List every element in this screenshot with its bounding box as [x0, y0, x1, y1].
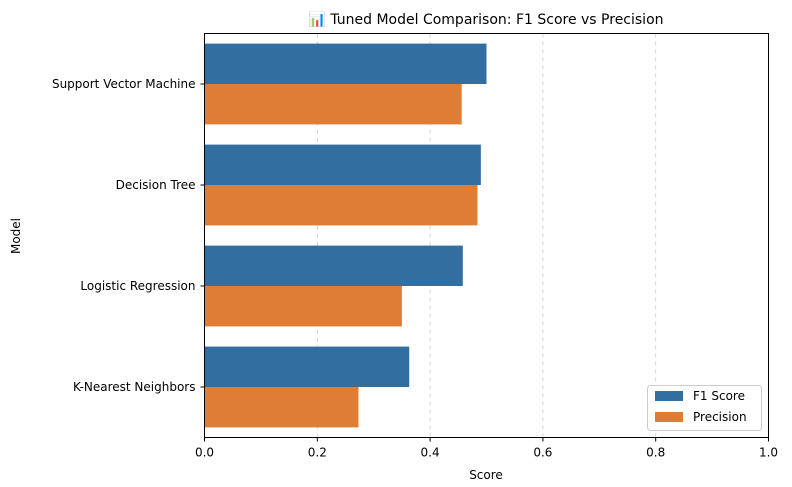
bar-precision-logistic-regression — [204, 286, 402, 327]
x-tick-label: 0.8 — [646, 446, 665, 460]
legend-label-precision: Precision — [693, 410, 747, 424]
y-tick-label: Support Vector Machine — [52, 77, 196, 91]
x-tick-label: 0.0 — [195, 446, 214, 460]
x-tick-label: 0.6 — [533, 446, 552, 460]
bar-f1-score-decision-tree — [204, 144, 481, 185]
bar-f1-score-logistic-regression — [204, 245, 463, 286]
y-tick-label: K-Nearest Neighbors — [73, 380, 196, 394]
bar-f1-score-support-vector-machine — [204, 43, 487, 84]
y-tick-label: Decision Tree — [116, 178, 196, 192]
x-ticks: 0.0 0.2 0.4 0.6 0.8 1.0 — [195, 437, 778, 460]
plot-frame — [204, 33, 769, 438]
x-tick-label: 0.2 — [308, 446, 327, 460]
y-tick-label: Logistic Regression — [80, 279, 195, 293]
legend-label-f1-score: F1 Score — [693, 389, 745, 403]
y-axis-label: Model — [9, 218, 23, 254]
bars — [204, 43, 487, 428]
bar-precision-k-nearest-neighbors — [204, 387, 359, 428]
bar-precision-decision-tree — [204, 185, 478, 226]
chart-title: 📊 Tuned Model Comparison: F1 Score vs Pr… — [308, 11, 663, 28]
bar-precision-support-vector-machine — [204, 84, 462, 125]
x-tick-label: 0.4 — [421, 446, 440, 460]
legend-swatch-precision — [655, 412, 683, 422]
legend: F1 Score Precision — [647, 385, 762, 431]
x-tick-label: 1.0 — [759, 446, 778, 460]
bar-f1-score-k-nearest-neighbors — [204, 346, 410, 387]
legend-swatch-f1-score — [655, 391, 683, 401]
x-axis-label: Score — [469, 468, 503, 482]
y-ticks: Support Vector Machine Decision Tree Logis… — [52, 77, 205, 394]
